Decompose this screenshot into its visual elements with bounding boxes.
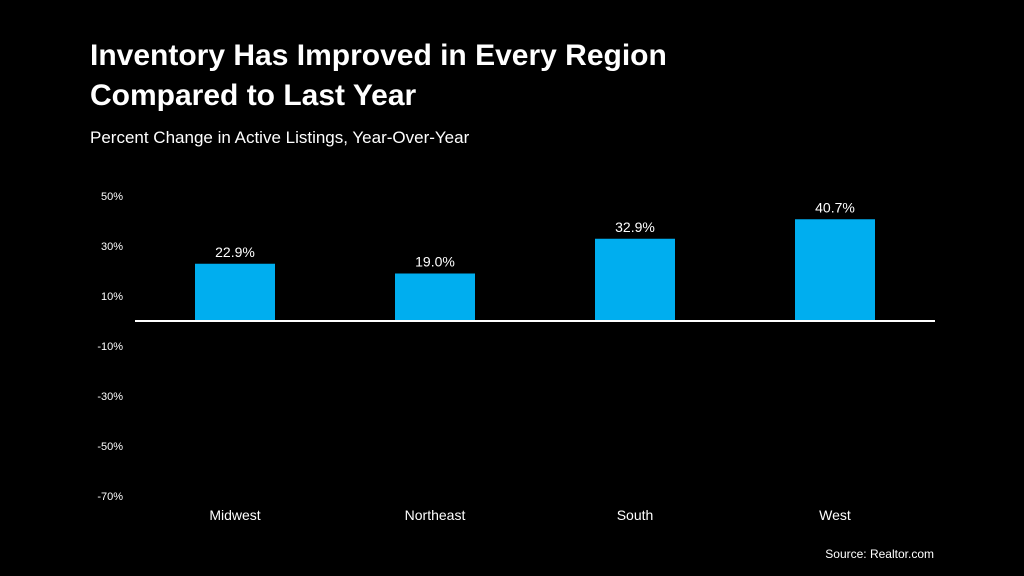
y-tick-label: 30%	[101, 241, 123, 253]
bar-midwest	[195, 263, 275, 321]
data-label-west: 40.7%	[815, 199, 855, 215]
x-tick-label-south: South	[617, 507, 654, 523]
chart-title-line-1: Inventory Has Improved in Every Region	[90, 39, 667, 72]
source-note: Source: Realtor.com	[825, 547, 934, 561]
x-tick-label-west: West	[819, 507, 851, 523]
x-tick-label-northeast: Northeast	[405, 507, 466, 523]
chart-title: Inventory Has Improved in Every Region C…	[90, 36, 890, 116]
x-tick-label-midwest: Midwest	[209, 507, 260, 523]
bar-west	[795, 219, 875, 321]
data-label-midwest: 22.9%	[215, 244, 255, 260]
chart-title-line-2: Compared to Last Year	[90, 79, 417, 112]
chart-subtitle: Percent Change in Active Listings, Year-…	[90, 128, 470, 147]
y-tick-label: -10%	[97, 341, 123, 353]
bar-northeast	[395, 273, 475, 321]
y-tick-label: 50%	[101, 191, 123, 203]
y-tick-label: -30%	[97, 391, 123, 403]
y-tick-label: -70%	[97, 491, 123, 503]
y-tick-label: 10%	[101, 291, 123, 303]
data-label-south: 32.9%	[615, 219, 655, 235]
y-tick-label: -50%	[97, 441, 123, 453]
data-label-northeast: 19.0%	[415, 254, 455, 270]
bar-south	[595, 238, 675, 321]
